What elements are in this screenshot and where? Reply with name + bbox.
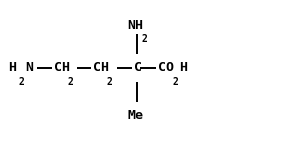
Text: 2: 2 [107,77,113,87]
Text: C: C [134,61,142,74]
Text: 2: 2 [172,77,178,87]
Text: NH: NH [127,19,143,32]
Text: CO: CO [158,61,174,74]
Text: N: N [25,61,33,74]
Text: Me: Me [127,109,143,122]
Text: H: H [8,61,16,74]
Text: H: H [179,61,187,74]
Text: 2: 2 [19,77,24,87]
Text: 2: 2 [142,35,148,44]
Text: CH: CH [93,61,109,74]
Text: CH: CH [54,61,70,74]
Text: 2: 2 [68,77,74,87]
